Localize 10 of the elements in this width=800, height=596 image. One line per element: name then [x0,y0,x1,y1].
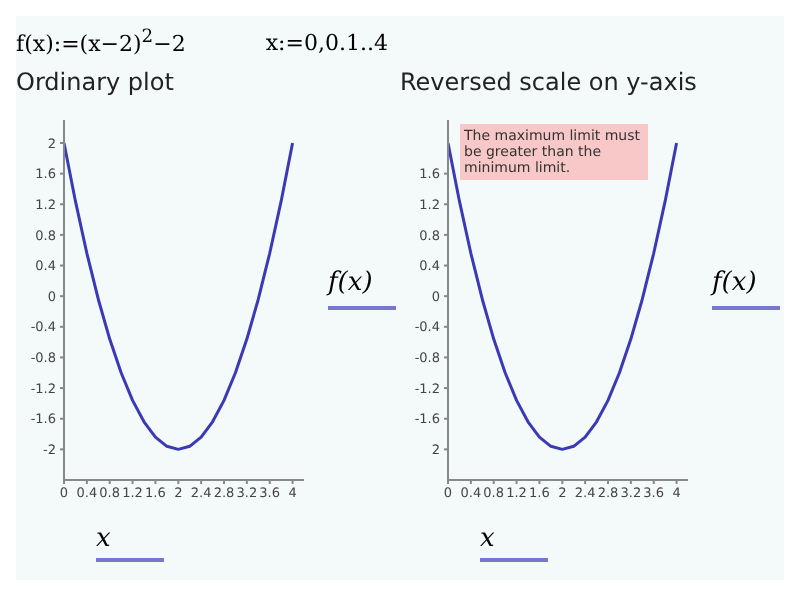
y-axis-title: f(x) [328,268,396,310]
line-series [448,141,679,451]
chart-title: Ordinary plot [16,68,176,100]
text: f(x):=(x−2)$^{2}$−2 [16,26,186,58]
text: x:=0,0.1..4 [265,29,388,55]
chart-title: Reversed scale on y-axis [400,68,699,100]
line-series [64,141,295,451]
x-axis-title: x [480,524,548,562]
y-axis-title: f(x) [712,268,780,310]
x-axis-title: x [96,524,164,562]
